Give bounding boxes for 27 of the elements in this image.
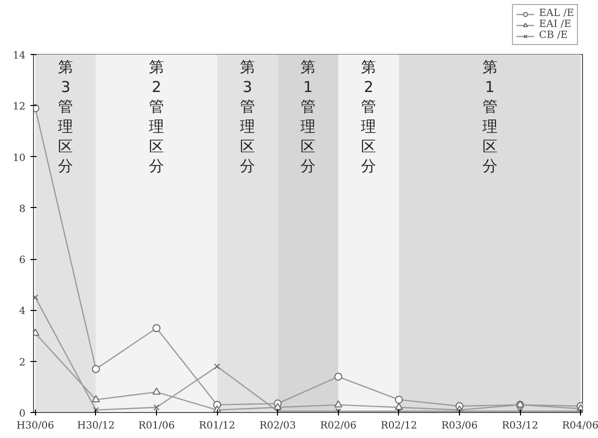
y-tick-label: 6 xyxy=(19,255,26,266)
y-tick-label: 12 xyxy=(12,102,26,113)
x-tick-label: R02/06 xyxy=(320,420,356,432)
y-tick-label: 14 xyxy=(12,50,26,62)
legend-label: EAL /E xyxy=(538,8,574,19)
x-tick-label: R01/06 xyxy=(138,420,175,432)
y-tick-label: 8 xyxy=(19,204,26,215)
y-tick-label: 2 xyxy=(19,357,26,368)
legend-label: EAI /E xyxy=(538,19,572,30)
x-tick-label: R04/06 xyxy=(562,420,598,432)
legend-label: CB /E xyxy=(538,30,568,41)
band-label: 第3管理区分 xyxy=(240,58,255,176)
x-tick-label: R02/03 xyxy=(260,420,296,432)
x-tick-label: R03/12 xyxy=(502,420,538,432)
x-tick-label: R03/06 xyxy=(441,420,478,432)
band-label: 第2管理区分 xyxy=(149,58,164,176)
band-label: 第1管理区分 xyxy=(482,58,498,176)
x-tick-label: R01/12 xyxy=(198,420,236,432)
band-label: 第3管理区分 xyxy=(58,58,74,176)
x-tick-label: H30/06 xyxy=(16,420,54,432)
band-label: 第1管理区分 xyxy=(300,58,316,176)
band-label: 第2管理区分 xyxy=(361,58,376,176)
y-tick-label: 0 xyxy=(19,408,26,420)
y-tick-label: 4 xyxy=(19,306,26,318)
x-tick-label: H30/12 xyxy=(77,420,115,432)
x-tick-label: R02/12 xyxy=(380,420,418,432)
y-tick-label: 10 xyxy=(12,152,26,164)
